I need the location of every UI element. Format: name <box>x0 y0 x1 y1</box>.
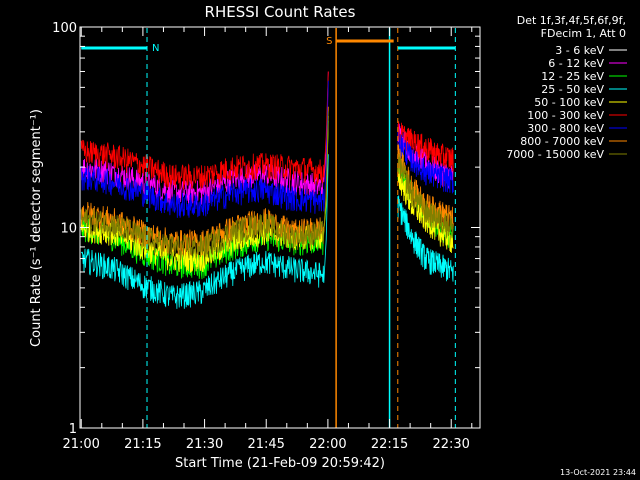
legend-label: 25 - 50 keV <box>541 83 604 96</box>
legend-label: 12 - 25 keV <box>541 70 604 83</box>
legend-label: 300 - 800 keV <box>527 122 604 135</box>
x-tick-label: 21:30 <box>186 437 223 452</box>
series-line-pre <box>80 80 329 218</box>
attenuator-label: N <box>152 43 159 54</box>
y-tick-label: 10 <box>60 222 77 237</box>
legend-header-line-1: Det 1f,3f,4f,5f,6f,9f, <box>517 14 626 27</box>
series-line-post <box>397 195 454 282</box>
y-tick-label: 100 <box>52 21 77 36</box>
x-tick-label: 22:30 <box>432 437 469 452</box>
timestamp: 13-Oct-2021 23:44 <box>560 468 636 477</box>
legend-label: 100 - 300 keV <box>527 109 604 122</box>
x-tick-label: 21:00 <box>62 437 99 452</box>
legend-label: 50 - 100 keV <box>534 96 604 109</box>
x-tick-label: 21:15 <box>124 437 161 452</box>
data-layer <box>80 71 454 309</box>
legend: Det 1f,3f,4f,5f,6f,9f, FDecim 1, Att 0 3… <box>506 14 627 161</box>
legend-label: 7000 - 15000 keV <box>506 148 604 161</box>
series-line-post <box>397 153 454 239</box>
legend-label: 6 - 12 keV <box>548 57 604 70</box>
marker-layer: NS <box>81 28 456 428</box>
series-line-post <box>397 128 454 194</box>
series-line-pre <box>80 71 329 191</box>
legend-label: 3 - 6 keV <box>555 44 604 57</box>
series-line-pre <box>80 115 329 273</box>
y-tick-label: 1 <box>69 422 77 437</box>
legend-label: 800 - 7000 keV <box>520 135 604 148</box>
chart-title: RHESSI Count Rates <box>205 3 356 21</box>
y-axis-label: Count Rate (s⁻¹ detector segment⁻¹) <box>29 109 44 347</box>
series-line-pre <box>80 154 329 309</box>
legend-header-line-2: FDecim 1, Att 0 <box>541 27 626 40</box>
x-tick-label: 22:15 <box>371 437 408 452</box>
x-axis-label: Start Time (21-Feb-09 20:59:42) <box>175 456 385 471</box>
axis-layer: 1 10 100 21:00 21:15 21:30 21:45 22:00 22:15 22:3… <box>52 21 480 452</box>
attenuator-label: S <box>326 36 332 47</box>
series-line-post <box>397 121 454 172</box>
series-line-pre <box>80 111 329 261</box>
x-tick-label: 22:00 <box>309 437 346 452</box>
x-tick-label: 21:45 <box>247 437 284 452</box>
